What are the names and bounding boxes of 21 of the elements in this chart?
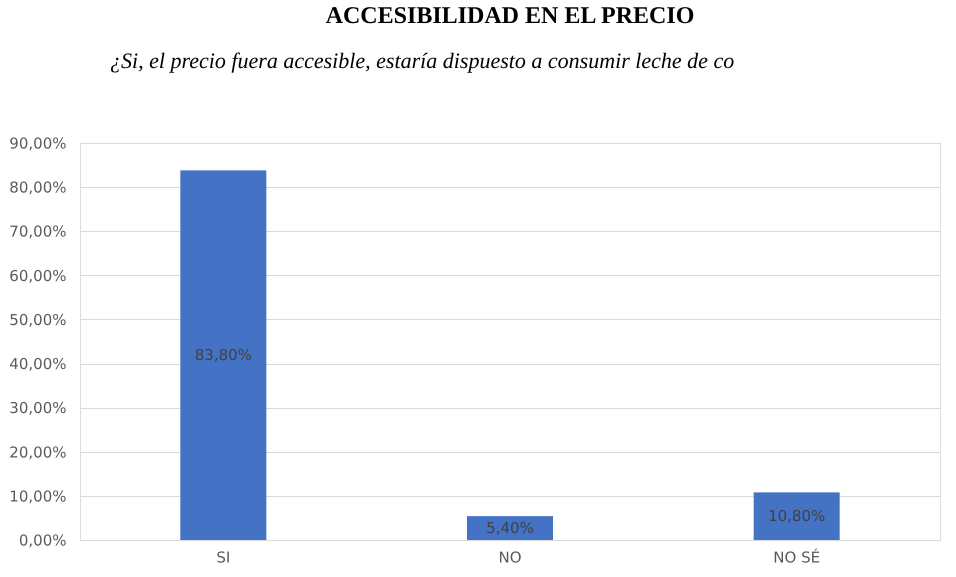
data-label: 83,80% [194,346,252,364]
x-tick-label: NO SÉ [773,548,820,566]
bar [467,516,553,540]
y-tick-label: 30,00% [9,399,66,418]
bar [754,492,840,540]
y-tick-label: 40,00% [9,355,66,374]
y-tick-label: 0,00% [18,532,66,550]
x-tick-label: SI [216,548,230,566]
data-label: 5,40% [486,519,534,538]
y-tick-label: 10,00% [9,487,66,506]
x-tick-label: NO [498,548,522,566]
y-tick-label: 90,00% [9,134,66,152]
text: ¿Si, el precio fuera accesible, estaría dispuesto a consumir leche de co [110,48,734,73]
chart-title: ACCESIBILIDAD EN EL PRECIO [326,3,694,29]
y-tick-label: 60,00% [9,266,66,285]
data-label: 10,80% [768,507,826,526]
y-tick-label: 70,00% [9,222,66,241]
y-tick-label: 80,00% [9,178,66,197]
y-tick-label: 20,00% [9,443,66,462]
bar [180,170,266,540]
y-tick-label: 50,00% [9,310,66,329]
